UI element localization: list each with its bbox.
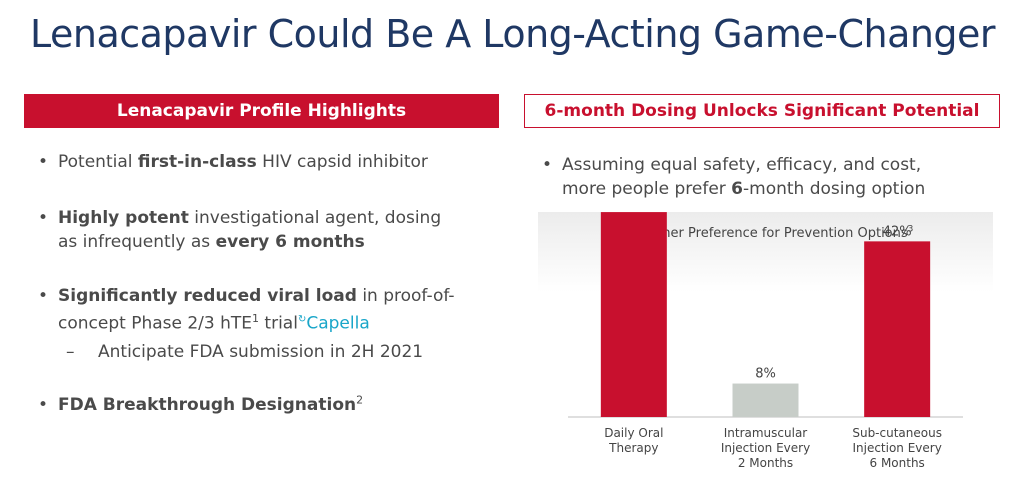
chart-title: Consumer Preference for Prevention Optio… [617, 224, 914, 241]
bullet-highly-potent: Highly potent investigational agent, dos… [36, 206, 441, 254]
bullet-breakthrough-designation: FDA Breakthrough Designation2 [36, 393, 363, 417]
chart-svg: 49%Daily OralTherapy8%IntramuscularInjec… [568, 212, 963, 470]
bar-2 [864, 241, 931, 417]
preference-chart: Consumer Preference for Prevention Optio… [538, 212, 993, 480]
bullet-viral-load: Significantly reduced viral load in proo… [36, 284, 455, 336]
bar-0 [600, 212, 667, 417]
category-label-1-1: Injection Every [721, 441, 810, 455]
right-panel-header: 6-month Dosing Unlocks Significant Poten… [524, 94, 1000, 128]
bullet-first-in-class: Potential first-in-class HIV capsid inhi… [36, 150, 428, 174]
bar-value-label-1: 8% [755, 367, 776, 382]
category-label-0-1: Therapy [608, 441, 658, 455]
category-label-1-2: 2 Months [738, 456, 793, 470]
category-label-0-0: Daily Oral [604, 426, 663, 440]
category-label-2-0: Sub-cutaneous [852, 426, 942, 440]
category-label-1-0: Intramuscular [724, 426, 808, 440]
category-label-2-1: Injection Every [852, 441, 941, 455]
capella-logo: Capella [306, 313, 370, 334]
left-panel-header: Lenacapavir Profile Highlights [24, 94, 499, 128]
slide-title: Lenacapavir Could Be A Long-Acting Game-… [30, 12, 996, 56]
bullet-dosing-preference: Assuming equal safety, efficacy, and cos… [540, 153, 1012, 201]
bar-1 [732, 383, 799, 417]
capella-logo-icon: ↻ [297, 314, 307, 325]
category-label-2-2: 6 Months [870, 456, 925, 470]
sub-bullet-fda-submission: Anticipate FDA submission in 2H 2021 [66, 340, 423, 364]
bar-value-label-2: 42% [883, 224, 912, 239]
